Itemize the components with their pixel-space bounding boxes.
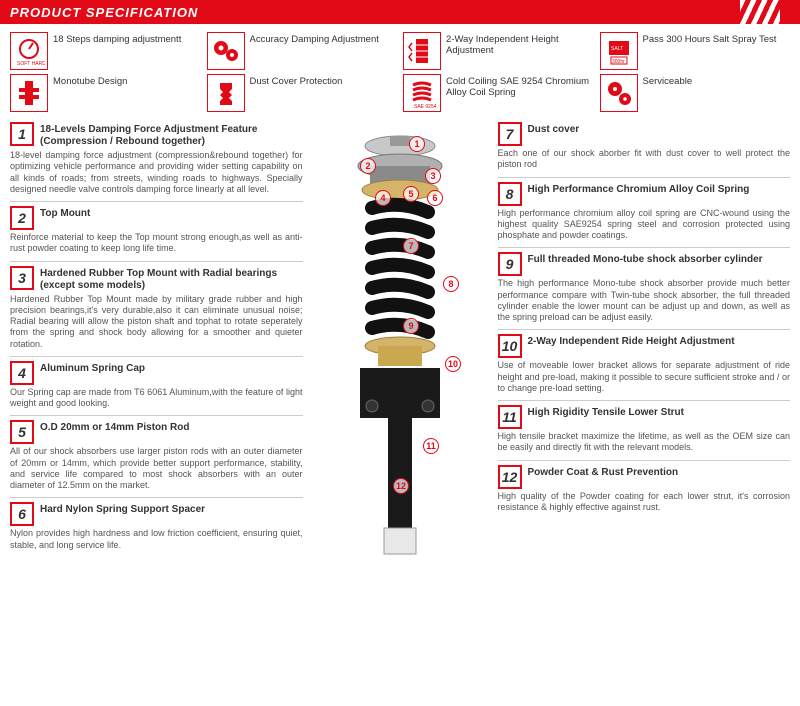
marker-2: 2 (360, 158, 376, 174)
spec-item-12: 12 Powder Coat & Rust Prevention High qual… (498, 460, 791, 514)
spec-desc: Our Spring cap are made from T6 6061 Alu… (10, 387, 303, 410)
feature-text: Monotube Design (53, 74, 127, 87)
spec-title: 2-Way Independent Ride Height Adjustment (528, 334, 735, 348)
feature-5: Dust Cover Protection (207, 74, 398, 112)
spec-number: 5 (10, 420, 34, 444)
spec-item-4: 4 Aluminum Spring Cap Our Spring cap are m… (10, 356, 303, 410)
spec-item-8: 8 High Performance Chromium Alloy Coil Sp… (498, 177, 791, 242)
marker-5: 5 (403, 186, 419, 202)
spec-title: High Rigidity Tensile Lower Strut (528, 405, 685, 419)
spec-desc: The high performance Mono-tube shock abs… (498, 278, 791, 323)
spec-item-1: 118-Levels Damping Force Adjustment Feat… (10, 118, 303, 195)
marker-8: 8 (443, 276, 459, 292)
feature-4: Monotube Design (10, 74, 201, 112)
spec-title: Hardened Rubber Top Mount with Radial be… (40, 266, 303, 292)
spec-number: 2 (10, 206, 34, 230)
feature-7: Serviceable (600, 74, 791, 112)
spec-desc: Reinforce material to keep the Top mount… (10, 232, 303, 255)
marker-12: 12 (393, 478, 409, 494)
spec-title: Powder Coat & Rust Prevention (528, 465, 679, 479)
feature-text: Pass 300 Hours Salt Spray Test (643, 32, 777, 45)
feature-text: Accuracy Damping Adjustment (250, 32, 379, 45)
feature-icon: SALT 300hr (600, 32, 638, 70)
svg-text:SOFT HARD: SOFT HARD (17, 61, 45, 67)
spec-number: 8 (498, 182, 522, 206)
spec-desc: Nylon provides high hardness and low fri… (10, 528, 303, 551)
spec-desc: High tensile bracket maximize the lifeti… (498, 431, 791, 454)
spec-item-11: 11 High Rigidity Tensile Lower Strut High … (498, 400, 791, 454)
marker-3: 3 (425, 168, 441, 184)
spec-desc: High quality of the Powder coating for e… (498, 491, 791, 514)
right-column: 7 Dust cover Each one of our shock aborber… (498, 118, 791, 568)
feature-6: SAE 9254 Cold Coiling SAE 9254 Chromium A… (403, 74, 594, 112)
spec-title: 18-Levels Damping Force Adjustment Featu… (40, 122, 303, 148)
spec-item-6: 6 Hard Nylon Spring Support Spacer Nylon p… (10, 497, 303, 551)
feature-text: Dust Cover Protection (250, 74, 343, 87)
spec-item-7: 7 Dust cover Each one of our shock aborber… (498, 118, 791, 171)
spec-item-2: 2 Top Mount Reinforce material to keep the… (10, 201, 303, 255)
feature-0: SOFT HARD 18 Steps damping adjustmentt (10, 32, 201, 70)
spec-number: 9 (498, 252, 522, 276)
marker-1: 1 (409, 136, 425, 152)
feature-text: Serviceable (643, 74, 693, 87)
feature-icon (207, 32, 245, 70)
spec-title: Dust cover (528, 122, 580, 136)
spec-number: 7 (498, 122, 522, 146)
marker-7: 7 (403, 238, 419, 254)
spec-title: O.D 20mm or 14mm Piston Rod (40, 420, 189, 434)
svg-text:300hr: 300hr (612, 59, 625, 65)
spec-item-5: 5 O.D 20mm or 14mm Piston Rod All of our s… (10, 415, 303, 491)
marker-10: 10 (445, 356, 461, 372)
spec-desc: 18-level damping force adjustment (compr… (10, 150, 303, 195)
feature-text: Cold Coiling SAE 9254 Chromium Alloy Coi… (446, 74, 594, 99)
center-diagram: 123456789101112 (313, 118, 488, 568)
spec-desc: All of our shock absorbers use larger pi… (10, 446, 303, 491)
marker-11: 11 (423, 438, 439, 454)
spec-number: 12 (498, 465, 522, 489)
feature-icon (600, 74, 638, 112)
spec-number: 1 (10, 122, 34, 146)
spec-desc: Use of moveable lower bracket allows for… (498, 360, 791, 394)
feature-icon (10, 74, 48, 112)
spec-number: 10 (498, 334, 522, 358)
feature-text: 18 Steps damping adjustmentt (53, 32, 181, 45)
spec-title: Top Mount (40, 206, 90, 220)
feature-text: 2-Way Independent Height Adjustment (446, 32, 594, 57)
feature-icon: SAE 9254 (403, 74, 441, 112)
feature-icon (403, 32, 441, 70)
spec-desc: Hardened Rubber Top Mount made by milita… (10, 294, 303, 350)
left-column: 118-Levels Damping Force Adjustment Feat… (10, 118, 303, 568)
marker-4: 4 (375, 190, 391, 206)
marker-6: 6 (427, 190, 443, 206)
spec-desc: Each one of our shock aborber fit with d… (498, 148, 791, 171)
spec-number: 6 (10, 502, 34, 526)
spec-title: Full threaded Mono-tube shock absorber c… (528, 252, 763, 266)
spec-number: 4 (10, 361, 34, 385)
marker-9: 9 (403, 318, 419, 334)
spec-title: Aluminum Spring Cap (40, 361, 145, 375)
svg-text:SALT: SALT (611, 46, 623, 52)
spec-title: Hard Nylon Spring Support Spacer (40, 502, 205, 516)
header: PRODUCT SPECIFICATION (0, 0, 800, 24)
spec-number: 3 (10, 266, 34, 290)
feature-icon (207, 74, 245, 112)
spec-title: High Performance Chromium Alloy Coil Spr… (528, 182, 750, 196)
spec-number: 11 (498, 405, 522, 429)
spec-item-3: 3Hardened Rubber Top Mount with Radial b… (10, 261, 303, 350)
svg-text:SAE 9254: SAE 9254 (414, 104, 437, 109)
feature-3: SALT 300hr Pass 300 Hours Salt Spray Test (600, 32, 791, 70)
spec-item-9: 9 Full threaded Mono-tube shock absorber … (498, 247, 791, 323)
feature-2: 2-Way Independent Height Adjustment (403, 32, 594, 70)
spec-item-10: 10 2-Way Independent Ride Height Adjustme… (498, 329, 791, 394)
feature-icon: SOFT HARD (10, 32, 48, 70)
feature-1: Accuracy Damping Adjustment (207, 32, 398, 70)
features-grid: SOFT HARD 18 Steps damping adjustmentt Acc… (0, 24, 800, 118)
spec-desc: High performance chromium alloy coil spr… (498, 208, 791, 242)
